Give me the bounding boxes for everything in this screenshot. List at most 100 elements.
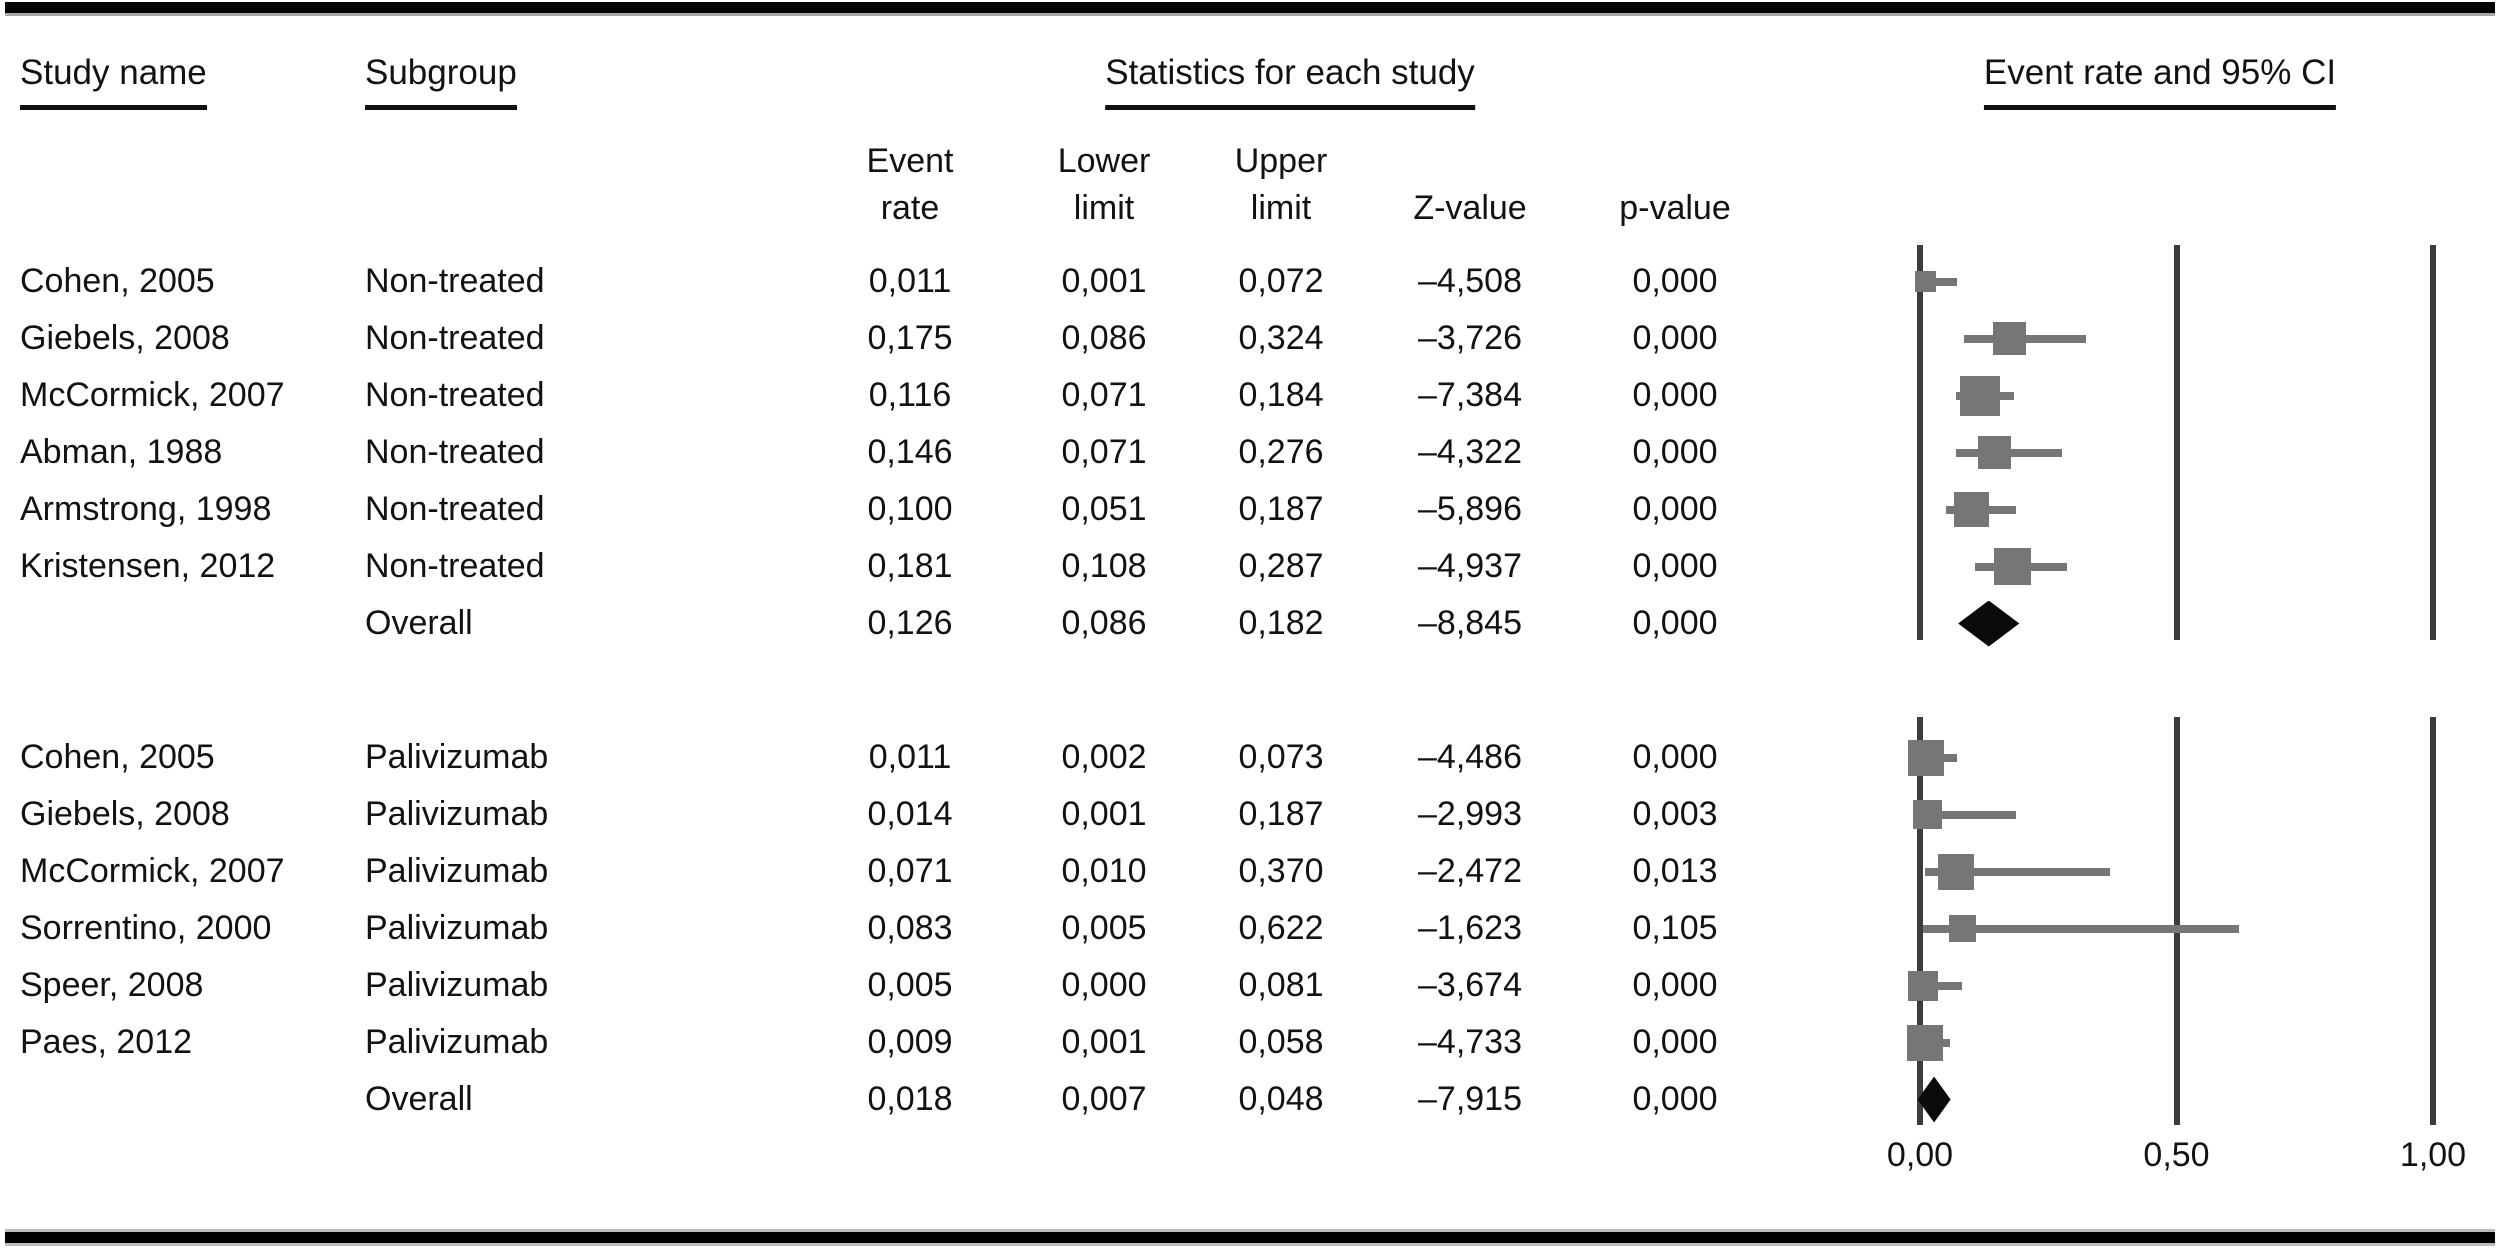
z-value-cell: –7,915 [1418,1080,1522,1118]
lower-limit-cell: 0,001 [1061,262,1147,300]
upper-limit-cell: 0,287 [1238,547,1324,585]
p-value-cell: 0,000 [1632,547,1718,585]
z-value-cell: –4,322 [1418,433,1522,471]
column-header-line1 [1619,138,1731,185]
lower-limit-cell: 0,001 [1061,795,1147,833]
p-value-cell: 0,000 [1632,490,1718,528]
upper-limit-cell: 0,081 [1238,966,1324,1004]
ci-whisker [1920,981,1962,990]
study-name-cell: Sorrentino, 2000 [20,909,272,947]
x-tick-label: 1,00 [2399,1136,2467,1174]
subgroup-cell: Non-treated [365,262,545,300]
ci-square-marker [1993,322,2027,355]
table-row: Armstrong, 1998 Non-treated 0,100 0,051 0,18… [0,481,2500,538]
table-row: Giebels, 2008 Palivizumab 0,014 0,001 0,187 –… [0,786,2500,843]
event-rate-cell: 0,009 [867,1023,953,1061]
upper-limit-cell: 0,276 [1238,433,1324,471]
z-value-cell: –1,623 [1418,909,1522,947]
top-rule [5,2,2495,16]
column-header-event-rate: Event rate [867,138,954,232]
event-rate-cell: 0,071 [867,852,953,890]
lower-limit-cell: 0,108 [1061,547,1147,585]
column-header-line1 [1413,138,1526,185]
subgroup-cell: Non-treated [365,547,545,585]
column-header-line2: Z-value [1413,189,1527,227]
event-rate-cell: 0,146 [867,433,953,471]
lower-limit-cell: 0,001 [1061,1023,1147,1061]
study-name-cell: Giebels, 2008 [20,319,230,357]
p-value-cell: 0,000 [1632,966,1718,1004]
p-value-cell: 0,000 [1632,1080,1718,1118]
subgroup-cell: Non-treated [365,490,545,528]
lower-limit-cell: 0,086 [1061,319,1147,357]
axis-line-0,50-panel1 [2173,245,2180,640]
table-row: Overall 0,126 0,086 0,182 –8,845 0,000 [0,595,2500,652]
lower-limit-cell: 0,071 [1061,433,1147,471]
subgroup-cell: Palivizumab [365,1023,549,1061]
event-rate-cell: 0,083 [867,909,953,947]
upper-limit-cell: 0,072 [1238,262,1324,300]
upper-limit-cell: 0,073 [1238,738,1324,776]
upper-limit-cell: 0,370 [1238,852,1324,890]
ci-square-marker [1959,375,2000,416]
table-row: Abman, 1988 Non-treated 0,146 0,071 0,276 –4,… [0,424,2500,481]
axis-line-1,00-panel2 [2430,717,2436,1125]
x-tick-label: 0,50 [2143,1136,2210,1174]
x-tick-label: 0,00 [1886,1136,1954,1174]
column-header-line2: rate [880,189,940,227]
table-row: Sorrentino, 2000 Palivizumab 0,083 0,005 0,6… [0,900,2500,957]
subgroup-cell: Palivizumab [365,738,549,776]
upper-limit-cell: 0,182 [1238,604,1324,642]
z-value-cell: –2,472 [1418,852,1522,890]
ci-whisker [1925,867,2110,876]
column-header-line2: limit [1250,189,1312,227]
table-row: Overall 0,018 0,007 0,048 –7,915 0,000 [0,1071,2500,1128]
table-row: Cohen, 2005 Palivizumab 0,011 0,002 0,073 –4,… [0,729,2500,786]
column-header-line1: Event [866,142,954,180]
p-value-cell: 0,000 [1632,262,1718,300]
upper-limit-cell: 0,058 [1238,1023,1324,1061]
z-value-cell: –3,726 [1418,319,1522,357]
lower-limit-cell: 0,071 [1061,376,1147,414]
lower-limit-cell: 0,005 [1061,909,1147,947]
table-row: Kristensen, 2012 Non-treated 0,181 0,108 0,2… [0,538,2500,595]
subgroup-cell: Non-treated [365,433,545,471]
event-rate-cell: 0,005 [867,966,953,1004]
p-value-cell: 0,000 [1632,738,1718,776]
subgroup-cell: Palivizumab [365,909,549,947]
upper-limit-cell: 0,184 [1238,376,1324,414]
column-header-line2: limit [1073,189,1135,227]
z-value-cell: –4,486 [1418,738,1522,776]
study-name-cell: Cohen, 2005 [20,738,215,776]
subgroup-cell: Non-treated [365,376,545,414]
p-value-cell: 0,003 [1632,795,1718,833]
z-value-cell: –4,508 [1418,262,1522,300]
study-name-cell: McCormick, 2007 [20,376,285,414]
statistics-header: Statistics for each study [1105,52,1475,110]
event-rate-cell: 0,175 [867,319,953,357]
ci-square-marker [1907,970,1938,1001]
upper-limit-cell: 0,622 [1238,909,1324,947]
ci-square-marker [1994,548,2032,585]
study-name-cell: Armstrong, 1998 [20,490,272,528]
event-rate-cell: 0,181 [867,547,953,585]
column-header-upper-limit: Upper limit [1235,138,1328,232]
subgroup-cell: Non-treated [365,319,545,357]
z-value-cell: –4,937 [1418,547,1522,585]
ci-whisker [1920,277,1957,286]
table-row: Paes, 2012 Palivizumab 0,009 0,001 0,058 –4,7… [0,1014,2500,1071]
z-value-cell: –5,896 [1418,490,1522,528]
upper-limit-cell: 0,187 [1238,795,1324,833]
event-rate-cell: 0,011 [868,262,952,300]
ci-square-marker [1912,800,1942,829]
lower-limit-cell: 0,010 [1061,852,1147,890]
column-header-lower-limit: Lower limit [1058,138,1151,232]
ci-whisker [1922,924,2240,933]
p-value-cell: 0,000 [1632,1023,1718,1061]
lower-limit-cell: 0,002 [1061,738,1147,776]
upper-limit-cell: 0,324 [1238,319,1324,357]
event-rate-cell: 0,011 [868,738,952,776]
event-rate-cell: 0,126 [867,604,953,642]
ci-square-marker [1938,853,1975,890]
